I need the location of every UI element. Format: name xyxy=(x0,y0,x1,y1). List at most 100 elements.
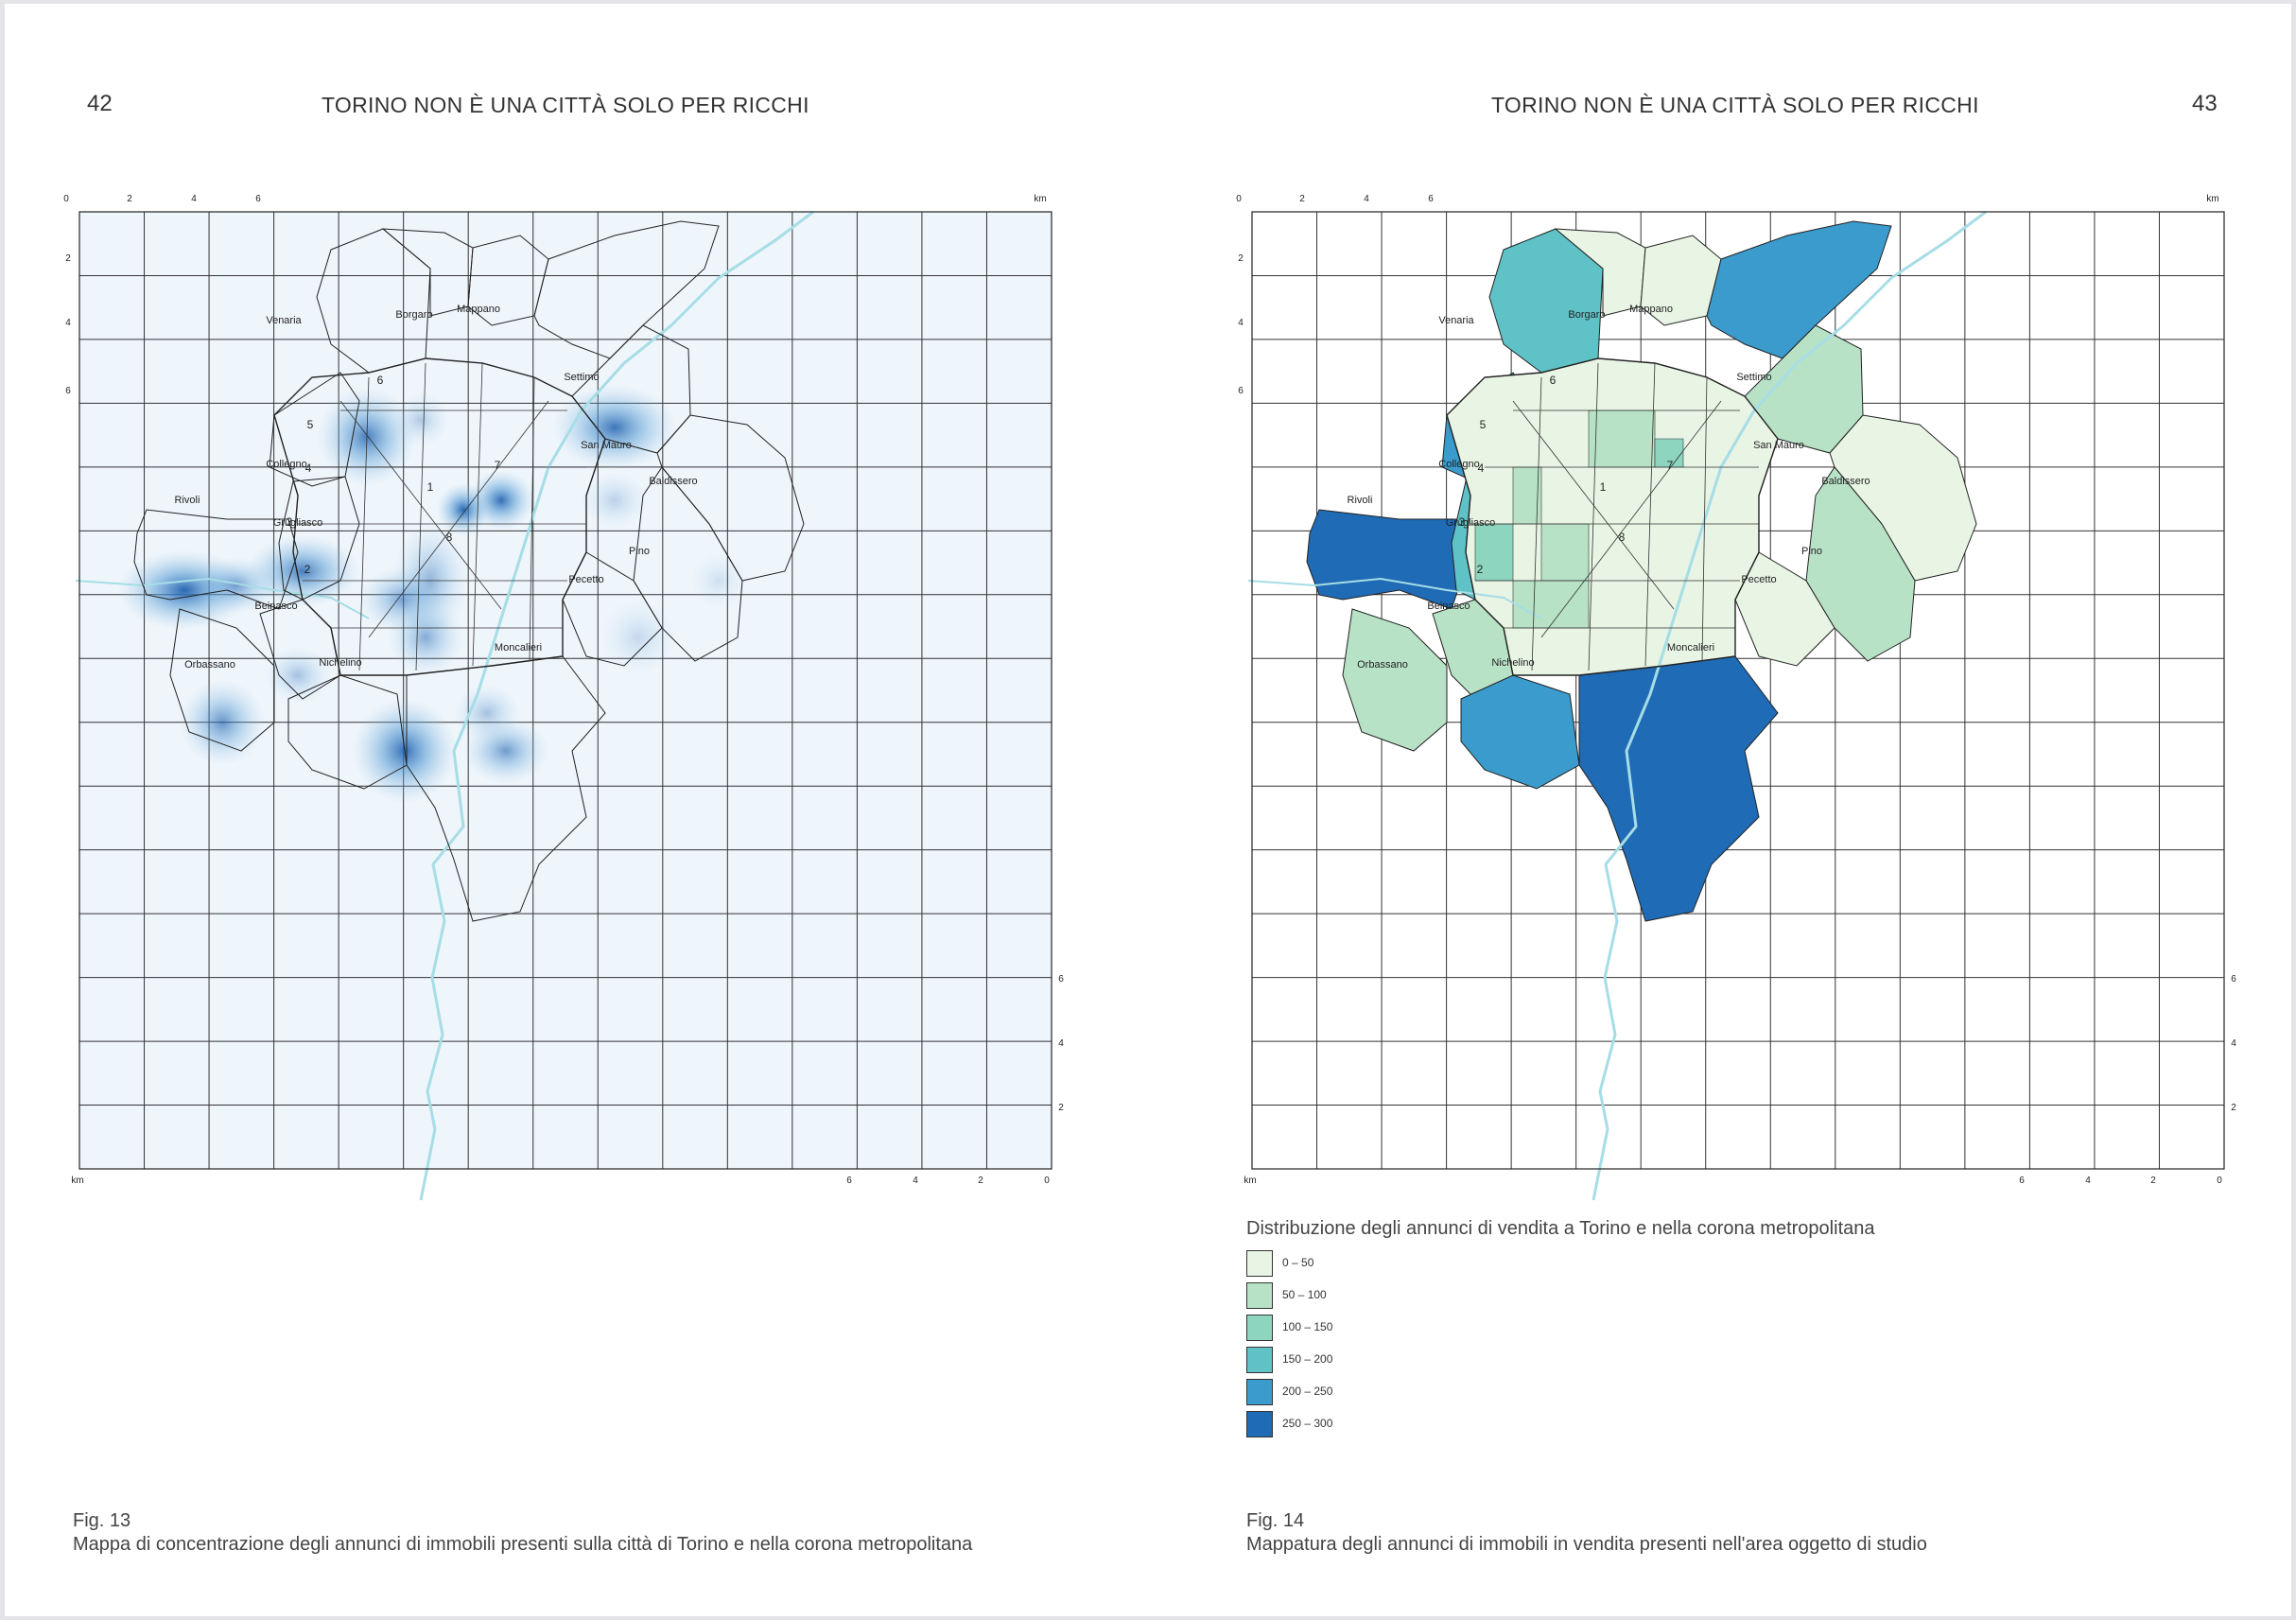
municipality-label: Mappano xyxy=(1629,304,1673,315)
scale-tick: km xyxy=(71,1176,83,1186)
scale-tick: 6 xyxy=(2019,1176,2025,1186)
legend-label: 0 – 50 xyxy=(1282,1256,1314,1269)
scale-tick: 4 xyxy=(2085,1176,2091,1186)
heat-blob xyxy=(437,483,490,536)
municipality-orbassano xyxy=(1342,608,1448,752)
municipality-label: Pecetto xyxy=(568,574,603,585)
legend-label: 200 – 250 xyxy=(1282,1385,1333,1398)
municipality-label: Nichelino xyxy=(319,657,361,669)
scale-tick: 2 xyxy=(2150,1176,2156,1186)
legend-item: 100 – 150 xyxy=(1246,1315,1435,1343)
page-number-left: 42 xyxy=(87,91,113,116)
book-spread: 42 TORINO NON È UNA CITTÀ SOLO PER RICCH… xyxy=(5,4,2291,1616)
heat-blob xyxy=(388,600,463,675)
scale-tick: 2 xyxy=(1299,194,1305,204)
municipality-baldissero xyxy=(1829,414,1977,582)
municipality-label: Pino xyxy=(1801,546,1822,557)
legend-label: 250 – 300 xyxy=(1282,1417,1333,1430)
municipality-label: Settimo xyxy=(564,372,599,383)
district-number: 7 xyxy=(1667,459,1674,472)
scale-tick: 4 xyxy=(65,318,71,328)
district-number: 5 xyxy=(307,418,314,431)
district-boundary xyxy=(1701,376,1708,662)
heat-blob xyxy=(265,647,331,704)
municipality-label: Borgaro xyxy=(395,309,432,321)
municipality-label: San Mauro xyxy=(1753,440,1804,451)
district-boundary xyxy=(1512,400,1675,610)
municipality-label: Borgaro xyxy=(1568,309,1605,321)
municipality-label: Beinasco xyxy=(254,601,297,612)
po-river xyxy=(419,210,814,1201)
district-fill xyxy=(1540,523,1590,582)
legend-item: 0 – 50 xyxy=(1246,1250,1435,1279)
scale-tick: 2 xyxy=(2231,1103,2236,1113)
scale-tick: km xyxy=(1244,1176,1256,1186)
district-number: 3 xyxy=(1459,515,1466,529)
legend-swatch xyxy=(1246,1250,1273,1277)
municipality-label: Beinasco xyxy=(1427,601,1470,612)
caption-right: Mappatura degli annunci di immobili in v… xyxy=(1246,1534,1927,1555)
municipality-boundary xyxy=(633,466,743,662)
river-tributary xyxy=(1247,577,1542,619)
municipal-boundaries xyxy=(133,220,805,922)
municipality-label: Venaria xyxy=(1438,315,1474,326)
municipality-label: Baldissero xyxy=(649,476,697,487)
scale-tick: 6 xyxy=(1058,974,1064,984)
legend-item: 200 – 250 xyxy=(1246,1379,1435,1407)
district-number: 8 xyxy=(446,531,453,544)
scale-tick: 2 xyxy=(65,253,71,264)
scale-tick: 4 xyxy=(191,194,197,204)
municipality-label: Collegno xyxy=(1438,459,1479,470)
figure-label-left: Fig. 13 xyxy=(73,1510,131,1531)
heat-blob xyxy=(600,600,676,675)
running-head-right: TORINO NON È UNA CITTÀ SOLO PER RICCHI xyxy=(1491,93,1979,117)
municipality-label: Grugliasco xyxy=(1446,517,1496,529)
scale-tick: 6 xyxy=(846,1176,852,1186)
municipality-fills xyxy=(1306,220,1977,922)
municipality-boundary xyxy=(133,509,299,610)
scale-tick: 2 xyxy=(127,194,132,204)
map-border xyxy=(78,211,1052,1170)
district-boundary xyxy=(358,376,370,671)
municipality-label: Moncalieri xyxy=(1667,642,1714,653)
heat-blob xyxy=(180,680,265,765)
scale-tick: 6 xyxy=(1238,386,1244,396)
municipality-label: Baldissero xyxy=(1821,476,1870,487)
district-fill xyxy=(1512,580,1590,629)
district-boundary xyxy=(529,376,535,662)
municipality-boundary xyxy=(656,414,805,582)
municipality-label: Venaria xyxy=(266,315,302,326)
district-number: 6 xyxy=(377,374,384,387)
district-boundary xyxy=(368,400,549,638)
district-number: 8 xyxy=(1619,531,1626,544)
caption-left: Mappa di concentrazione degli annunci di… xyxy=(73,1534,973,1555)
scale-tick: 0 xyxy=(1044,1176,1050,1186)
scale-tick: 4 xyxy=(2231,1038,2236,1049)
grid-frame xyxy=(1252,212,2224,1169)
district-number: 3 xyxy=(287,515,293,529)
district-number: 2 xyxy=(1477,563,1484,576)
torino-boundary xyxy=(273,357,606,676)
legend-swatch xyxy=(1246,1315,1273,1341)
district-boundary xyxy=(472,362,483,667)
district-number: 7 xyxy=(495,459,501,472)
district-boundary xyxy=(415,362,426,671)
district-fill xyxy=(1588,409,1656,468)
legend-swatch xyxy=(1246,1347,1273,1373)
choropleth-map: 1 2 3 4 5 6 7 8 Venaria Borgaro Mappano Settimo San … xyxy=(1229,183,2246,1205)
rivers xyxy=(75,210,814,1201)
district-number: 2 xyxy=(304,563,311,576)
scale-tick: 4 xyxy=(1364,194,1369,204)
district-number: 1 xyxy=(427,480,434,494)
scale-tick: 4 xyxy=(913,1176,918,1186)
legend-item: 250 – 300 xyxy=(1246,1411,1435,1439)
legend-label: 50 – 100 xyxy=(1282,1288,1327,1301)
legend-item: 50 – 100 xyxy=(1246,1282,1435,1311)
scale-tick: 4 xyxy=(1238,318,1244,328)
municipality-label: Pino xyxy=(629,546,650,557)
heat-blob xyxy=(454,685,520,741)
choropleth-map-svg: 1 2 3 4 5 6 7 8 Venaria Borgaro Mappano Settimo San … xyxy=(1236,194,2236,1201)
municipality-label: Orbassano xyxy=(184,659,235,671)
municipality-nichelino xyxy=(1460,674,1580,790)
scale-tick: 6 xyxy=(2231,974,2236,984)
